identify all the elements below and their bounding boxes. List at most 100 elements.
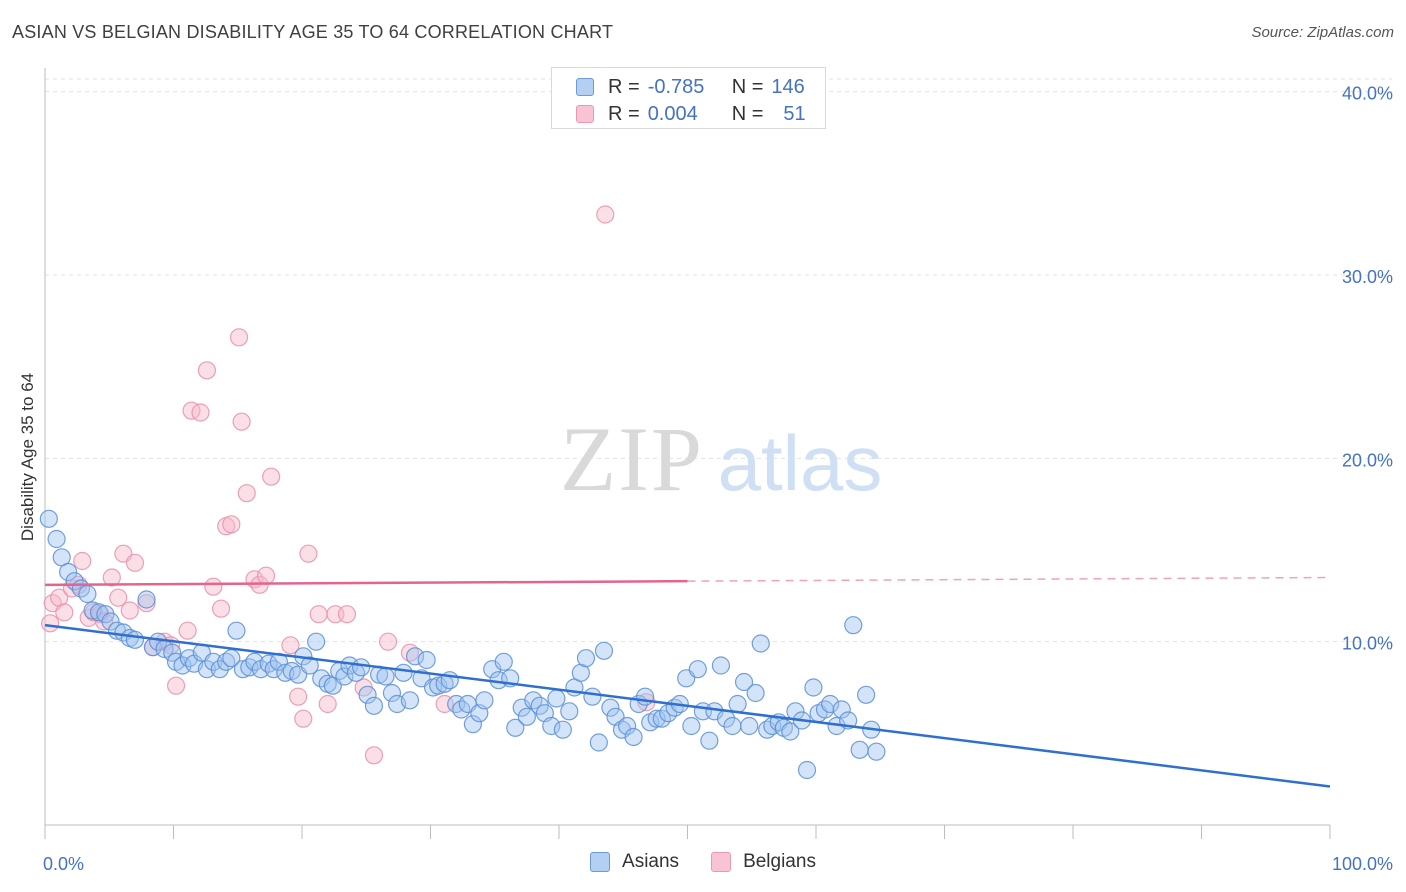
y-tick-label-40: 40.0% — [1342, 84, 1393, 104]
asian-point-124 — [781, 722, 800, 741]
belgians-r-value: 0.004 — [647, 102, 698, 125]
belgian-point-21 — [178, 621, 197, 640]
belgian-point-22 — [182, 401, 201, 420]
belgian-point-46 — [378, 632, 398, 651]
legend-row-asians: R = -0.785 N = 146 — [576, 75, 805, 99]
n-label: N = — [731, 102, 764, 125]
asian-point-90 — [583, 687, 602, 706]
series-legend: Asians Belgians — [0, 851, 1406, 873]
n-label: N = — [731, 75, 764, 98]
asian-point-10 — [101, 612, 120, 631]
r-label: R = — [608, 102, 640, 125]
asian-point-58 — [394, 663, 413, 682]
asians-swatch — [576, 78, 594, 96]
series-asians-points — [39, 509, 886, 780]
watermark-atlas: atlas — [718, 419, 883, 507]
source-label: Source: ZipAtlas.com — [1251, 24, 1394, 41]
asian-point-33 — [245, 652, 264, 671]
asian-point-51 — [352, 658, 371, 677]
asian-point-75 — [494, 652, 513, 671]
belgians-trend-line — [44, 579, 688, 587]
belgian-point-49 — [596, 205, 615, 224]
asian-point-64 — [429, 676, 448, 695]
asian-point-86 — [560, 702, 579, 721]
belgian-point-0 — [41, 614, 60, 633]
asian-point-43 — [307, 632, 326, 651]
asian-point-25 — [197, 660, 217, 679]
belgian-point-34 — [256, 566, 276, 585]
asian-point-127 — [797, 760, 817, 780]
asian-point-136 — [850, 740, 869, 759]
asian-point-56 — [382, 683, 402, 703]
asian-point-3 — [59, 562, 78, 582]
asian-point-137 — [857, 685, 876, 704]
belgian-point-29 — [229, 328, 249, 347]
trend-lines — [44, 576, 1331, 788]
belgian-point-43 — [337, 605, 357, 624]
asian-point-27 — [210, 660, 229, 679]
asian-point-96 — [618, 716, 637, 736]
asian-point-48 — [335, 667, 354, 686]
belgian-point-36 — [281, 636, 300, 655]
asian-point-97 — [624, 727, 643, 747]
belgians-n-value: 51 — [783, 102, 806, 125]
asian-point-99 — [635, 687, 655, 706]
tick-labels: 10.0% 20.0% 30.0% 40.0% 0.0% 100.0% — [43, 84, 1393, 874]
belgian-point-26 — [211, 599, 231, 618]
y-tick-label-10: 10.0% — [1342, 634, 1393, 654]
asian-point-62 — [417, 650, 436, 670]
belgian-point-28 — [222, 515, 241, 534]
legend-item-belgians: Belgians — [711, 851, 816, 873]
asians-r-value: -0.785 — [647, 75, 705, 98]
asians-trend-line — [44, 623, 1331, 788]
belgian-point-15 — [125, 553, 145, 572]
asian-point-133 — [832, 700, 851, 719]
asian-point-112 — [711, 656, 731, 675]
asian-point-117 — [740, 716, 759, 736]
asian-point-135 — [844, 616, 863, 635]
asian-point-84 — [547, 689, 566, 708]
belgian-point-38 — [294, 709, 313, 728]
asian-point-91 — [589, 733, 608, 752]
belgian-point-30 — [232, 412, 251, 431]
legend-row-belgians: R = 0.004 N = 51 — [576, 102, 806, 126]
asian-point-107 — [682, 716, 701, 736]
asian-point-139 — [867, 742, 886, 761]
asian-point-72 — [475, 691, 494, 710]
belgian-point-35 — [262, 467, 281, 486]
asian-point-1 — [47, 529, 66, 549]
asian-point-0 — [39, 509, 58, 528]
belgian-point-37 — [289, 687, 308, 706]
asian-point-19 — [163, 643, 182, 662]
asian-point-115 — [728, 694, 747, 714]
asian-point-114 — [723, 716, 742, 736]
belgian-point-24 — [197, 361, 217, 380]
asian-point-15 — [137, 590, 156, 609]
belgian-point-23 — [191, 403, 210, 422]
belgians-swatch — [576, 105, 594, 123]
correlation-legend: R = -0.785 N = 146 R = 0.004 N = 51 — [551, 67, 826, 129]
belgian-point-12 — [109, 588, 128, 607]
asian-point-93 — [601, 698, 620, 717]
asian-point-118 — [746, 683, 765, 703]
asian-point-6 — [78, 584, 97, 604]
belgians-legend-swatch — [711, 852, 732, 872]
asian-point-119 — [751, 634, 770, 653]
y-tick-label-30: 30.0% — [1342, 267, 1393, 287]
asian-point-52 — [358, 685, 377, 704]
asian-point-92 — [594, 641, 614, 660]
asian-point-77 — [506, 718, 525, 737]
x-tick-label-max: 100.0% — [1332, 854, 1393, 874]
legend-label-belgians: Belgians — [743, 851, 816, 872]
asian-point-60 — [405, 647, 425, 666]
gridlines — [45, 78, 1392, 643]
chart-title: ASIAN VS BELGIAN DISABILITY AGE 35 TO 64… — [12, 22, 614, 42]
y-tick-label-20: 20.0% — [1342, 450, 1393, 470]
asian-point-53 — [364, 696, 384, 715]
asian-point-108 — [688, 660, 707, 679]
asian-point-42 — [300, 656, 319, 675]
belgian-point-41 — [318, 694, 337, 714]
belgian-point-6 — [73, 551, 92, 571]
asian-point-32 — [240, 658, 259, 677]
